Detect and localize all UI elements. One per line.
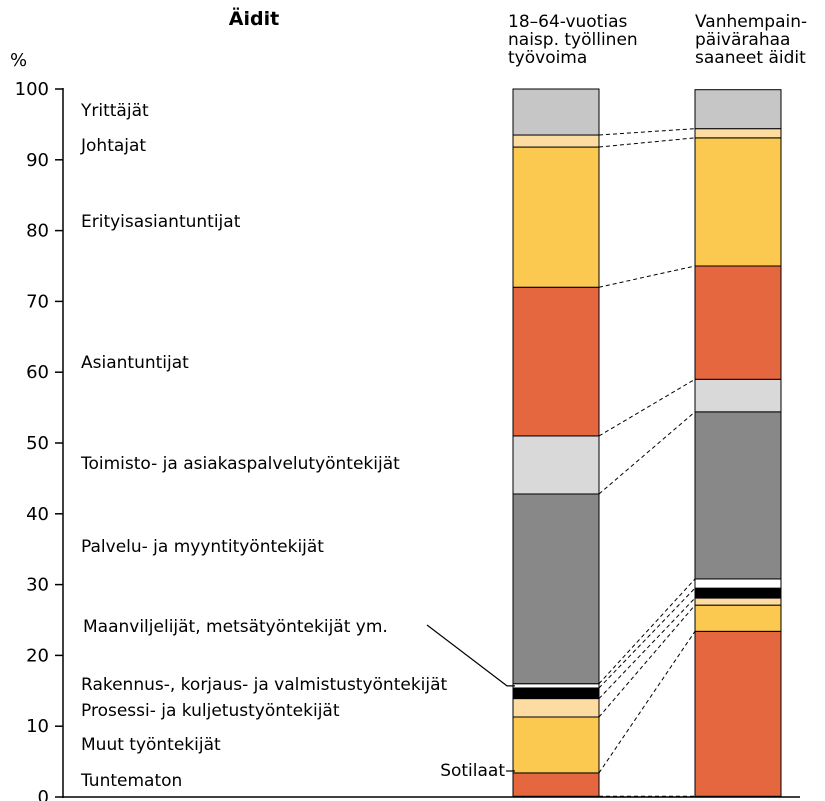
connector-line bbox=[598, 631, 696, 774]
connector-line bbox=[598, 578, 696, 685]
column-header-line: naisp. työllinen bbox=[508, 30, 638, 50]
bar-segment bbox=[512, 435, 600, 495]
y-tick-label: 80 bbox=[26, 221, 49, 242]
bar-segment bbox=[694, 597, 782, 606]
bar-segment bbox=[694, 411, 782, 580]
category-label: Tuntematon bbox=[80, 771, 182, 791]
bar-segment bbox=[512, 146, 600, 288]
connector-line bbox=[598, 597, 696, 699]
y-tick-label: 90 bbox=[26, 150, 49, 171]
bar-segment bbox=[694, 378, 782, 413]
y-tick-label: 10 bbox=[26, 716, 49, 737]
chart-title: Äidit bbox=[229, 6, 279, 30]
bar-segment bbox=[512, 687, 600, 700]
category-labels: Tuntematon Muut työntekijät Prosessi- ja k… bbox=[80, 101, 448, 791]
sotilaat-label: Sotilaat bbox=[440, 761, 505, 781]
bar-segment bbox=[694, 587, 782, 599]
y-axis: 0 10 20 30 40 50 60 70 80 90 100 bbox=[15, 79, 800, 801]
bar-segment bbox=[512, 88, 600, 136]
bar-segment bbox=[512, 698, 600, 718]
category-label: Johtajat bbox=[80, 136, 146, 156]
callout-line bbox=[426, 624, 515, 687]
category-label: Muut työntekijät bbox=[81, 735, 221, 755]
category-label: Asiantuntijat bbox=[81, 353, 189, 373]
connector-lines bbox=[598, 128, 696, 797]
category-label: Erityisasiantuntijat bbox=[81, 212, 241, 232]
category-label: Toimisto- ja asiakaspalvelutyöntekijät bbox=[80, 454, 400, 474]
category-label: Maanviljelijät, metsätyöntekijät ym. bbox=[83, 617, 388, 637]
category-label: Prosessi- ja kuljetustyöntekijät bbox=[81, 701, 340, 721]
bar-segment bbox=[694, 128, 782, 139]
connector-line bbox=[598, 128, 696, 136]
column-header-line: päivärahaa bbox=[695, 30, 790, 50]
y-tick-label: 70 bbox=[26, 291, 49, 312]
y-tick-label: 20 bbox=[26, 645, 49, 666]
connector-line bbox=[598, 411, 696, 495]
bar-segment bbox=[694, 578, 782, 589]
bar-segment bbox=[512, 134, 600, 148]
y-tick-label: 30 bbox=[26, 575, 49, 596]
column-header-line: Vanhempain- bbox=[695, 12, 807, 32]
bars bbox=[512, 88, 782, 798]
bar-segment bbox=[694, 89, 782, 130]
y-tick-label: 50 bbox=[26, 433, 49, 454]
connector-line bbox=[598, 265, 696, 288]
column-header-line: 18–64-vuotias bbox=[508, 12, 627, 32]
y-axis-label: % bbox=[10, 50, 27, 71]
bar-segment bbox=[512, 683, 600, 689]
connector-line bbox=[598, 587, 696, 689]
bar-segment bbox=[694, 265, 782, 380]
bar-segment bbox=[694, 137, 782, 267]
connector-line bbox=[598, 137, 696, 148]
bar-segment bbox=[512, 286, 600, 437]
callouts: Sotilaat bbox=[426, 624, 515, 781]
y-tick-label: 40 bbox=[26, 504, 49, 525]
bar-segment bbox=[512, 716, 600, 774]
category-label: Palvelu- ja myyntityöntekijät bbox=[81, 537, 324, 557]
connector-line bbox=[598, 604, 696, 718]
bar-segment bbox=[512, 493, 600, 685]
column-header-line: saaneet äidit bbox=[695, 48, 806, 68]
category-label: Rakennus-, korjaus- ja valmistustyönteki… bbox=[81, 675, 448, 695]
y-tick-label: 100 bbox=[15, 79, 49, 100]
y-tick-label: 0 bbox=[38, 787, 49, 801]
column-header-line: työvoima bbox=[508, 48, 587, 68]
y-tick-label: 60 bbox=[26, 362, 49, 383]
category-label: Yrittäjät bbox=[80, 101, 149, 121]
bar-segment bbox=[694, 630, 782, 797]
connector-line bbox=[598, 378, 696, 437]
bar-segment bbox=[694, 604, 782, 632]
bar-segment bbox=[512, 772, 600, 797]
